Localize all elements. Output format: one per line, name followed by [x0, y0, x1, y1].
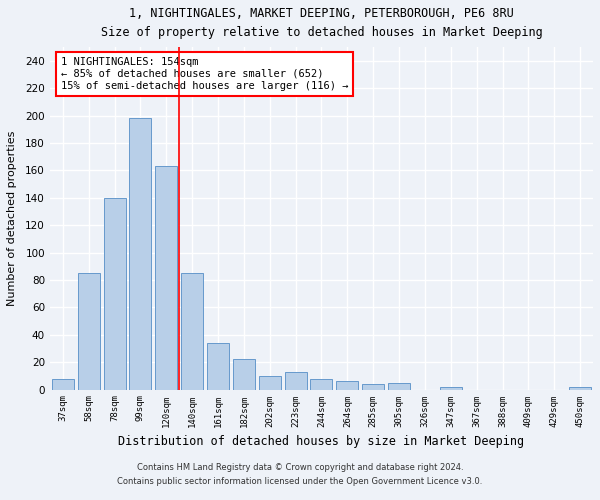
Bar: [362, 384, 384, 390]
Bar: [77, 273, 100, 390]
Bar: [388, 383, 410, 390]
Bar: [569, 387, 591, 390]
Bar: [337, 382, 358, 390]
Bar: [440, 387, 462, 390]
Text: Contains public sector information licensed under the Open Government Licence v3: Contains public sector information licen…: [118, 477, 482, 486]
Bar: [181, 273, 203, 390]
Bar: [233, 360, 255, 390]
Bar: [130, 118, 151, 390]
Title: 1, NIGHTINGALES, MARKET DEEPING, PETERBOROUGH, PE6 8RU
Size of property relative: 1, NIGHTINGALES, MARKET DEEPING, PETERBO…: [101, 7, 542, 39]
Text: 1 NIGHTINGALES: 154sqm
← 85% of detached houses are smaller (652)
15% of semi-de: 1 NIGHTINGALES: 154sqm ← 85% of detached…: [61, 58, 348, 90]
Bar: [310, 378, 332, 390]
Bar: [259, 376, 281, 390]
Bar: [104, 198, 125, 390]
Bar: [284, 372, 307, 390]
Bar: [155, 166, 177, 390]
Bar: [52, 378, 74, 390]
Y-axis label: Number of detached properties: Number of detached properties: [7, 130, 17, 306]
Text: Contains HM Land Registry data © Crown copyright and database right 2024.: Contains HM Land Registry data © Crown c…: [137, 464, 463, 472]
Bar: [207, 343, 229, 390]
X-axis label: Distribution of detached houses by size in Market Deeping: Distribution of detached houses by size …: [118, 435, 524, 448]
